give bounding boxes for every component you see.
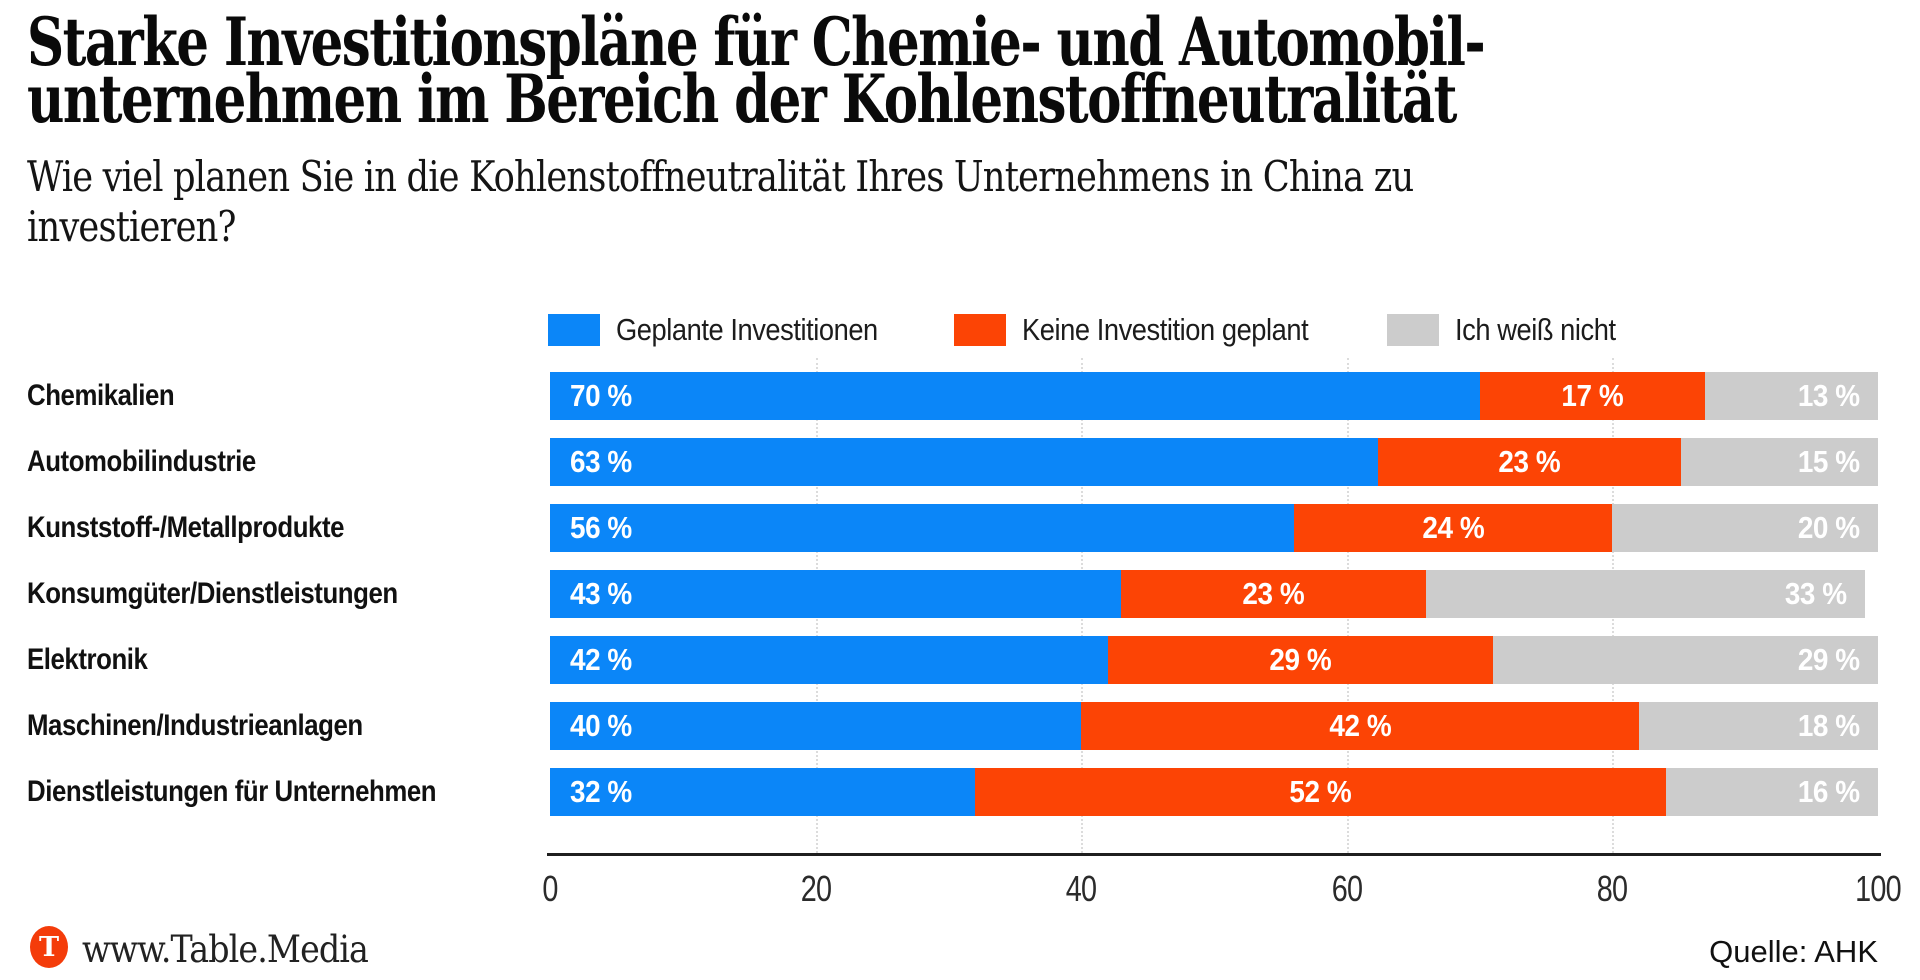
subtitle-line-2: investieren? — [27, 202, 236, 251]
table-row: Elektronik 42 % 29 % 29 % — [27, 636, 1878, 684]
category-label: Chemikalien — [27, 379, 175, 412]
bar-segment-1: 23 % — [1378, 438, 1681, 486]
bar-segment-0: 42 % — [550, 636, 1108, 684]
legend-label: Geplante Investitionen — [616, 312, 878, 347]
bar-segment-2: 29 % — [1492, 636, 1878, 684]
x-tick-label-60: 60 — [1331, 868, 1363, 909]
title-line-2: unternehmen im Bereich der Kohlenstoffne… — [27, 60, 1457, 138]
value-label: 29 % — [1269, 642, 1332, 677]
stacked-bar: 42 % 29 % 29 % — [550, 636, 1878, 684]
value-label: 23 % — [1498, 444, 1561, 479]
legend-label: Ich weiß nicht — [1454, 312, 1616, 347]
value-label: 16 % — [1798, 774, 1860, 809]
bar-segment-1: 23 % — [1121, 570, 1427, 618]
value-label: 43 % — [570, 576, 632, 611]
bar-segment-1: 52 % — [974, 768, 1666, 816]
x-axis-line — [547, 853, 1881, 856]
bar-segment-1: 29 % — [1107, 636, 1493, 684]
value-label: 63 % — [570, 444, 632, 479]
x-tick-label-0: 0 — [542, 868, 558, 909]
stacked-bar: 40 % 42 % 18 % — [550, 702, 1878, 750]
value-label: 33 % — [1784, 576, 1847, 611]
bar-segment-2: 15 % — [1680, 438, 1878, 486]
x-tick-label-20: 20 — [800, 868, 831, 909]
subtitle-line-1: Wie viel planen Sie in die Kohlenstoffne… — [27, 152, 1414, 201]
bar-segment-1: 42 % — [1081, 702, 1639, 750]
table-row: Chemikalien 70 % 17 % 13 % — [27, 372, 1878, 420]
page-title: Starke Investitionspläne für Chemie- und… — [27, 3, 1895, 138]
category-label: Dienstleistungen für Unternehmen — [27, 775, 437, 808]
bar-rows: Chemikalien 70 % 17 % 13 % Automobilindustri… — [27, 372, 1878, 834]
brand-text: www.Table.Media — [82, 928, 369, 971]
value-label: 17 % — [1561, 378, 1624, 413]
bar-segment-2: 20 % — [1612, 504, 1878, 552]
stacked-bar: 43 % 23 % 33 % — [550, 570, 1878, 618]
bar-segment-1: 24 % — [1293, 504, 1613, 552]
table-row: Automobilindustrie 63 % 23 % 15 % — [27, 438, 1878, 486]
stacked-bar: 56 % 24 % 20 % — [550, 504, 1878, 552]
legend-item-1: Keine Investition geplant — [953, 312, 1347, 348]
value-label: 40 % — [570, 708, 632, 743]
stacked-bar: 70 % 17 % 13 % — [550, 372, 1878, 420]
x-axis-ticks: 0 20 40 60 80 100 — [542, 868, 1901, 909]
stacked-bar: 32 % 52 % 16 % — [550, 768, 1878, 816]
category-label: Automobilindustrie — [27, 445, 256, 478]
table-row: Konsumgüter/Dienstleistungen 43 % 23 % 33 % — [27, 570, 1878, 618]
legend-swatch-icon — [1386, 314, 1439, 346]
legend-item-2: Ich weiß nicht — [1386, 312, 1638, 348]
bar-segment-2: 13 % — [1705, 372, 1878, 420]
category-label: Maschinen/Industrieanlagen — [27, 709, 363, 742]
value-label: 20 % — [1798, 510, 1860, 545]
legend-item-0: Geplante Investitionen — [548, 312, 914, 348]
value-label: 29 % — [1798, 642, 1860, 677]
stacked-bar: 63 % 23 % 15 % — [550, 438, 1878, 486]
value-label: 15 % — [1798, 444, 1860, 479]
category-label: Konsumgüter/Dienstleistungen — [27, 577, 398, 610]
value-label: 13 % — [1798, 378, 1860, 413]
x-tick-label-80: 80 — [1597, 868, 1628, 909]
category-label: Elektronik — [27, 643, 148, 676]
bar-segment-0: 43 % — [550, 570, 1122, 618]
x-tick-label-40: 40 — [1065, 868, 1097, 909]
category-label: Kunststoff-/Metallprodukte — [27, 511, 345, 544]
bar-segment-0: 32 % — [550, 768, 975, 816]
bar-segment-2: 18 % — [1638, 702, 1878, 750]
legend-swatch-icon — [548, 314, 600, 346]
logo-letter: T — [38, 931, 60, 963]
table-row: Maschinen/Industrieanlagen 40 % 42 % 18 % — [27, 702, 1878, 750]
bar-segment-0: 63 % — [550, 438, 1379, 486]
value-label: 23 % — [1242, 576, 1305, 611]
table-row: Kunststoff-/Metallprodukte 56 % 24 % 20 % — [27, 504, 1878, 552]
value-label: 52 % — [1289, 774, 1352, 809]
chart-subtitle: Wie viel planen Sie in die Kohlenstoffne… — [27, 152, 1677, 252]
value-label: 42 % — [570, 642, 632, 677]
value-label: 24 % — [1422, 510, 1484, 545]
bar-segment-0: 56 % — [550, 504, 1294, 552]
value-label: 56 % — [570, 510, 632, 545]
title-line-1: Starke Investitionspläne für Chemie- und… — [27, 3, 1486, 81]
value-label: 42 % — [1329, 708, 1391, 743]
legend-swatch-icon — [953, 314, 1006, 346]
value-label: 70 % — [570, 378, 632, 413]
bar-segment-0: 40 % — [550, 702, 1082, 750]
chart-legend: Geplante Investitionen Keine Investition … — [548, 312, 1677, 348]
value-label: 32 % — [570, 774, 632, 809]
value-label: 18 % — [1798, 708, 1860, 743]
legend-label: Keine Investition geplant — [1021, 312, 1309, 347]
table-row: Dienstleistungen für Unternehmen 32 % 52 %… — [27, 768, 1878, 816]
bar-segment-2: 16 % — [1665, 768, 1878, 816]
bar-segment-1: 17 % — [1479, 372, 1706, 420]
bar-segment-0: 70 % — [550, 372, 1480, 420]
source-text: Quelle: AHK — [1709, 934, 1878, 969]
bar-segment-2: 33 % — [1426, 570, 1865, 618]
x-tick-label-100: 100 — [1855, 868, 1901, 909]
table-media-logo-icon: T — [30, 926, 68, 968]
